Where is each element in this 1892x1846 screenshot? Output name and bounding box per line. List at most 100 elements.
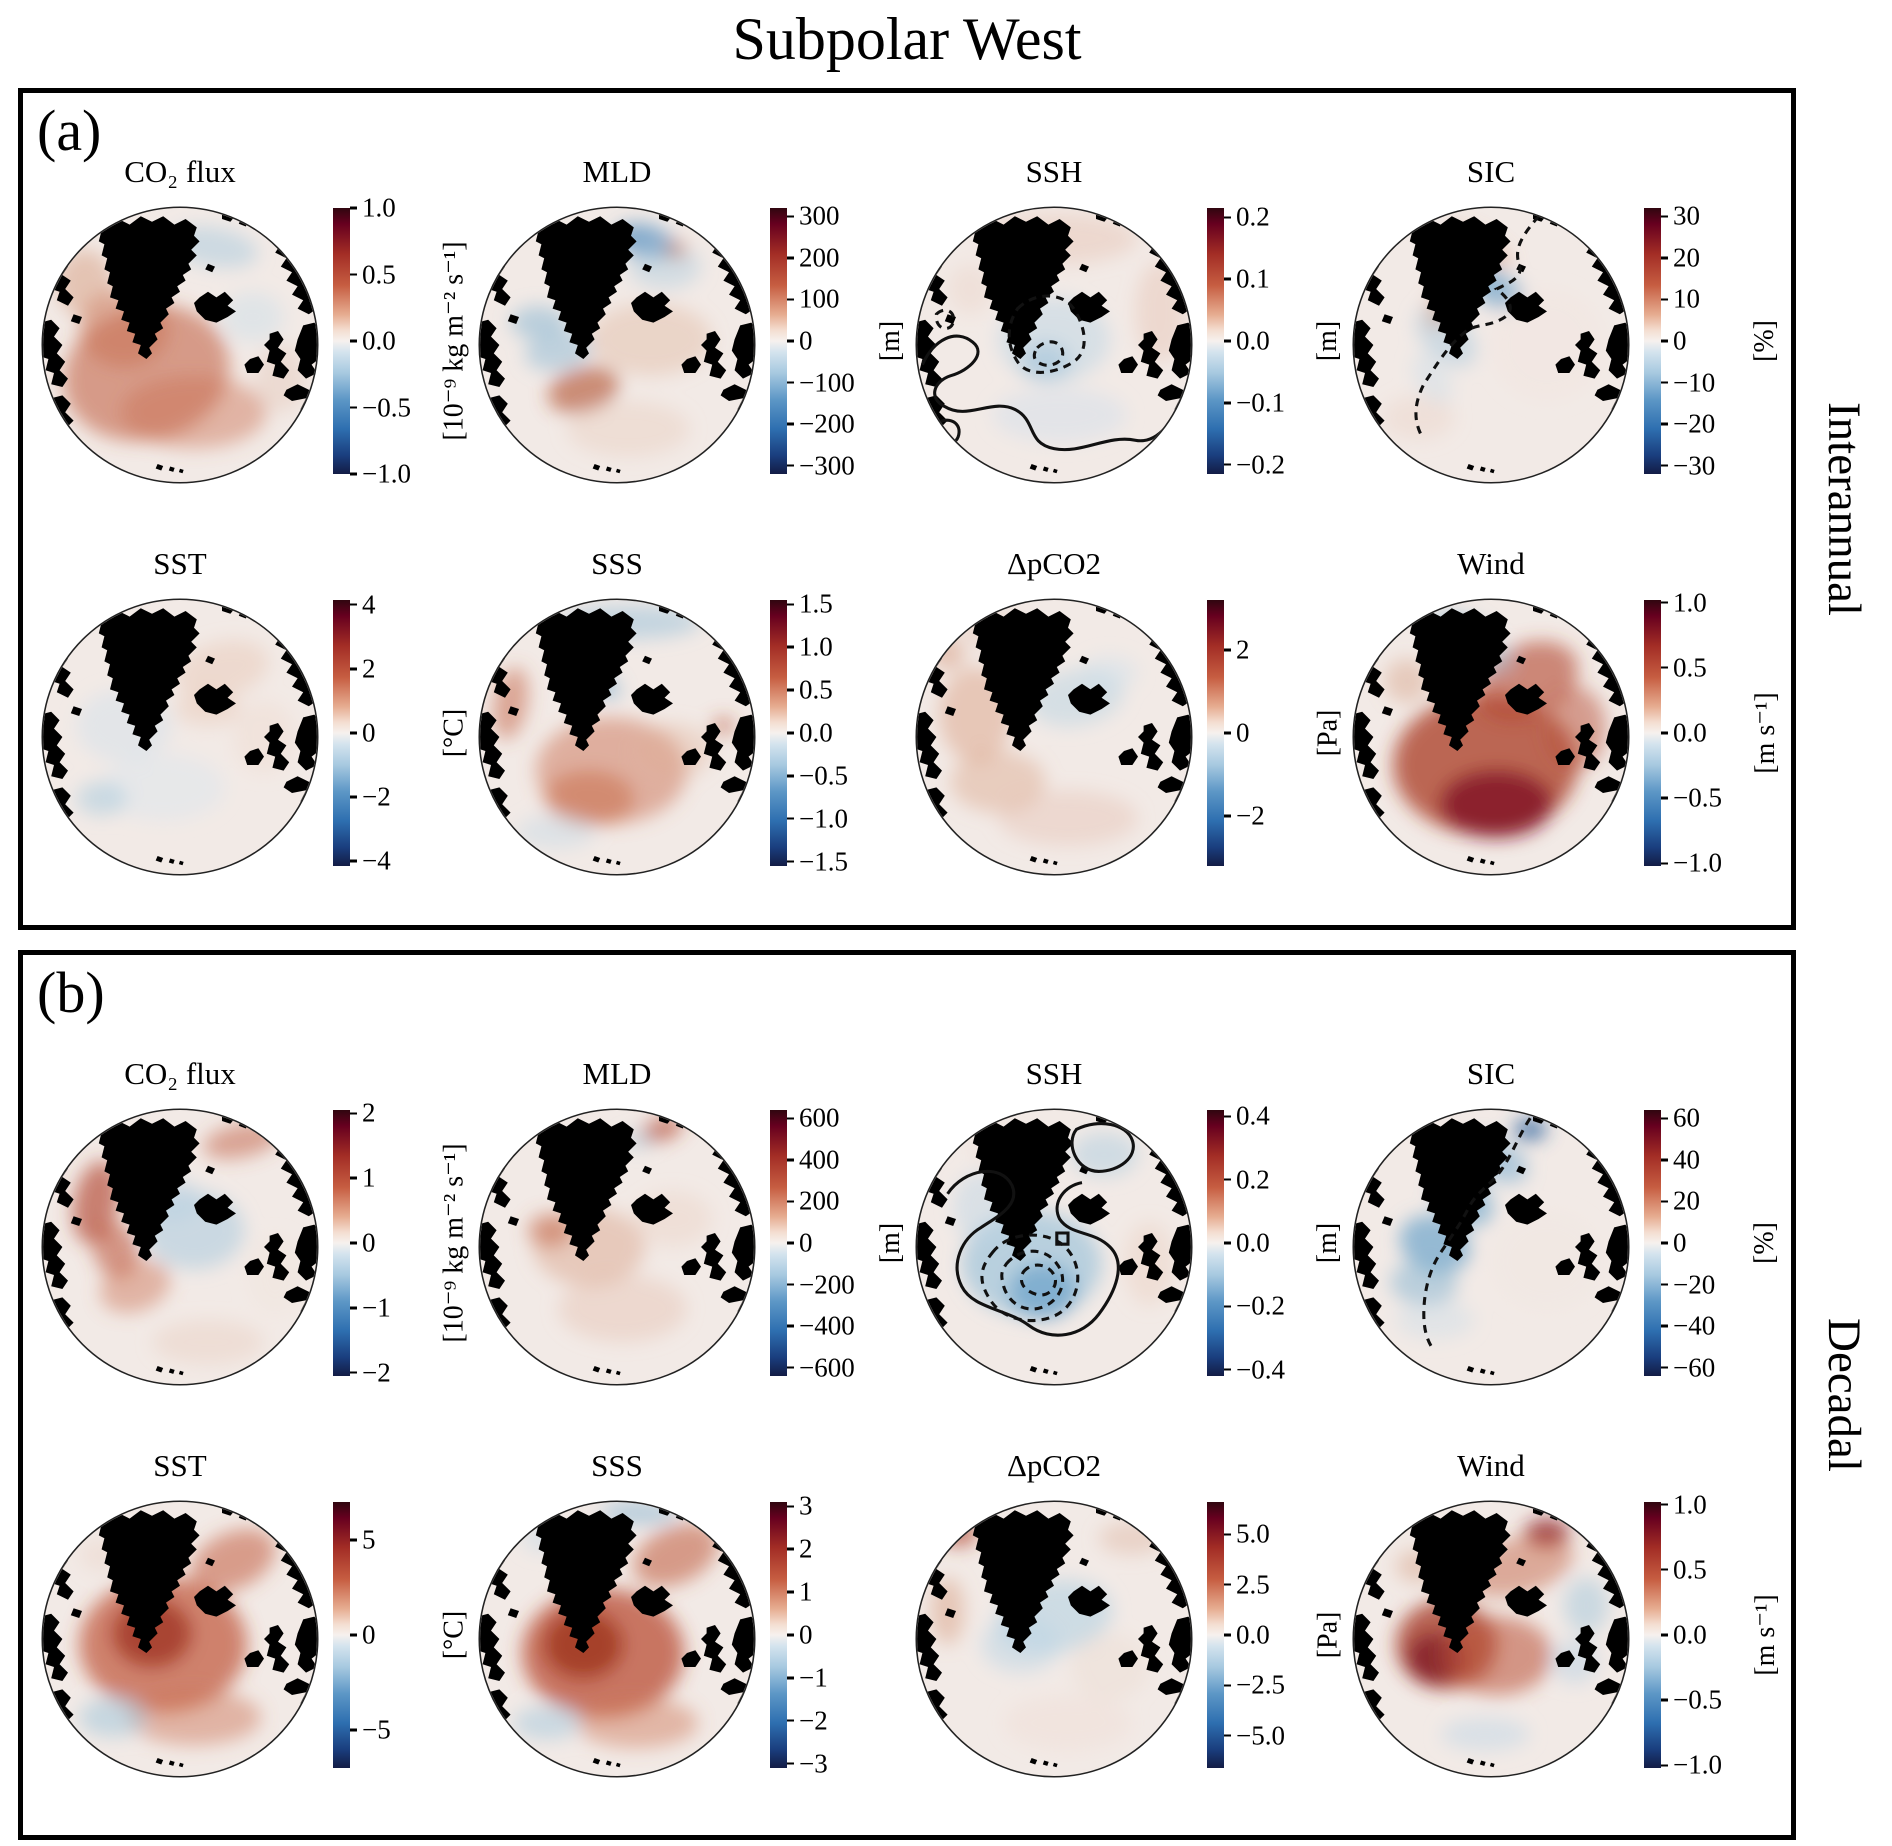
colorbar-tick: −60 xyxy=(1661,1352,1715,1383)
tick-mark xyxy=(1224,277,1231,281)
colorbar-tick: 0.0 xyxy=(1661,718,1707,749)
tick-mark xyxy=(787,422,794,426)
colorbar-tick-label: −300 xyxy=(799,450,855,481)
colorbar-tick: 0 xyxy=(1661,1228,1687,1259)
globe-outline xyxy=(41,1500,319,1778)
colorbar-tick-label: 0.0 xyxy=(362,325,396,356)
colorbar-tick: 10 xyxy=(1661,284,1700,315)
tick-mark xyxy=(1661,298,1668,301)
colorbar: 600 400 200 0 −200 −400 −600 xyxy=(770,1103,870,1382)
globe-outline xyxy=(1352,1500,1630,1778)
colorbar-gradient xyxy=(1644,208,1661,474)
colorbar-tick-label: −0.5 xyxy=(362,392,411,422)
colorbar-tick: −1.0 xyxy=(350,459,411,490)
colorbar-tick-label: −5 xyxy=(362,1714,391,1745)
map-subplot: SSS 1.5 1.0 0.5 0.0 −0.5 −1.0 −1.5 xyxy=(476,545,913,877)
tick-mark xyxy=(350,1633,357,1637)
colorbar-tick-label: −0.2 xyxy=(1236,449,1285,480)
colorbar-tick: −10 xyxy=(1661,367,1715,398)
colorbar-tick: −0.5 xyxy=(350,392,411,423)
contour-lines xyxy=(1422,1117,1532,1349)
figure-title: Subpolar West xyxy=(732,6,1082,72)
unit-text: [10⁻⁹ kg m⁻² s⁻¹] xyxy=(439,1143,470,1343)
tick-mark xyxy=(1224,814,1231,818)
colorbar: 2 1 0 −1 −2 xyxy=(333,1098,433,1387)
colorbar-tick: 0.5 xyxy=(1661,1554,1707,1585)
colorbar-tick-label: 1 xyxy=(362,1162,376,1193)
colorbar-ticks: 300 200 100 0 −100 −200 −300 xyxy=(787,201,870,480)
tick-mark xyxy=(787,215,794,218)
tick-mark xyxy=(1661,1366,1668,1369)
colorbar-tick-label: 20 xyxy=(1673,1185,1700,1216)
colorbar-unit-label: [%] xyxy=(1744,208,1786,474)
colorbar-tick: −2 xyxy=(350,1357,391,1388)
tick-mark xyxy=(1224,731,1231,735)
colorbar-tick-label: 0 xyxy=(799,1227,813,1258)
map-title: ΔpCO2 xyxy=(1007,546,1101,581)
tick-mark xyxy=(787,1547,794,1551)
colorbar-gradient xyxy=(333,1502,350,1768)
colorbar-tick: −1.0 xyxy=(787,803,848,834)
panel-b-label: (b) xyxy=(37,960,105,1025)
contour-lines xyxy=(1414,215,1540,436)
tick-mark xyxy=(787,817,794,820)
colorbar-ticks: 30 20 10 0 −10 −20 −30 xyxy=(1661,201,1744,480)
colorbar-tick: 200 xyxy=(787,242,840,273)
colorbar-tick: −0.2 xyxy=(1224,1291,1285,1322)
unit-text: [°C] xyxy=(438,708,469,758)
colorbar-tick: −0.5 xyxy=(787,760,848,791)
colorbar-tick: 0.5 xyxy=(787,675,833,706)
colorbar-unit-label: [m s⁻¹] xyxy=(1744,600,1786,866)
map-subplot: SIC 30 20 10 0 −10 −20 −30 [%] xyxy=(1350,153,1787,485)
map-title: ΔpCO2 xyxy=(1007,1448,1101,1483)
colorbar-tick: 3 xyxy=(787,1491,813,1522)
colorbar-tick: 1.0 xyxy=(1661,587,1707,618)
colorbar-tick: 600 xyxy=(787,1103,840,1134)
colorbar-ticks: 5.0 2.5 0.0 −2.5 −5.0 xyxy=(1224,1502,1307,1768)
colorbar: 300 200 100 0 −100 −200 −300 xyxy=(770,201,870,480)
colorbar-tick-label: −1.5 xyxy=(799,846,848,877)
globe-map xyxy=(1352,206,1630,484)
colorbar: 2 0 −2 xyxy=(1207,600,1307,866)
colorbar-tick-label: 0.2 xyxy=(1236,201,1270,232)
tick-mark xyxy=(1224,1241,1231,1245)
colorbar-gradient xyxy=(1207,1502,1224,1768)
colorbar-tick: 0.2 xyxy=(1224,1164,1270,1195)
colorbar-tick-label: 0.0 xyxy=(1236,1619,1270,1650)
tick-mark xyxy=(1661,1568,1668,1571)
colorbar: 5 0 −5 xyxy=(333,1502,433,1768)
unit-text: [m] xyxy=(875,1222,906,1264)
colorbar-tick-label: 0.5 xyxy=(1673,652,1707,683)
unit-text: [m] xyxy=(875,320,906,362)
colorbar-tick-label: 4 xyxy=(362,589,376,620)
tick-mark xyxy=(1661,1158,1668,1162)
colorbar-tick-label: 0.0 xyxy=(1673,717,1707,748)
globe-map xyxy=(41,1500,319,1778)
unit-text: [10⁻⁹ kg m⁻² s⁻¹] xyxy=(439,241,470,441)
colorbar-tick-label: 20 xyxy=(1673,242,1700,273)
colorbar-gradient xyxy=(1207,208,1224,474)
tick-mark xyxy=(1661,215,1668,218)
colorbar-gradient xyxy=(770,600,787,866)
tick-mark xyxy=(787,464,794,467)
tick-mark xyxy=(1224,1583,1231,1586)
colorbar-tick: −5.0 xyxy=(1224,1720,1285,1751)
tick-mark xyxy=(1224,1633,1231,1637)
colorbar-tick-label: −0.1 xyxy=(1236,387,1285,418)
colorbar-tick: 4 xyxy=(350,589,376,620)
colorbar-tick-label: −2 xyxy=(799,1705,828,1736)
colorbar-tick: −2 xyxy=(1224,801,1265,832)
colorbar-unit-label: [m s⁻¹] xyxy=(1744,1502,1786,1768)
map-title: Wind xyxy=(1457,546,1525,581)
map-title: SSS xyxy=(591,1448,643,1483)
colorbar-tick-label: −2.5 xyxy=(1236,1669,1285,1700)
tick-mark xyxy=(787,1200,794,1203)
tick-mark xyxy=(350,795,357,799)
tick-mark xyxy=(1661,1698,1668,1702)
globe-outline xyxy=(915,206,1193,484)
colorbar-tick: 2 xyxy=(350,1098,376,1129)
globe-map xyxy=(478,1500,756,1778)
colorbar-tick-label: −20 xyxy=(1673,1269,1716,1300)
dashed-contour xyxy=(1000,1249,1065,1311)
colorbar-tick-label: 100 xyxy=(799,283,840,314)
